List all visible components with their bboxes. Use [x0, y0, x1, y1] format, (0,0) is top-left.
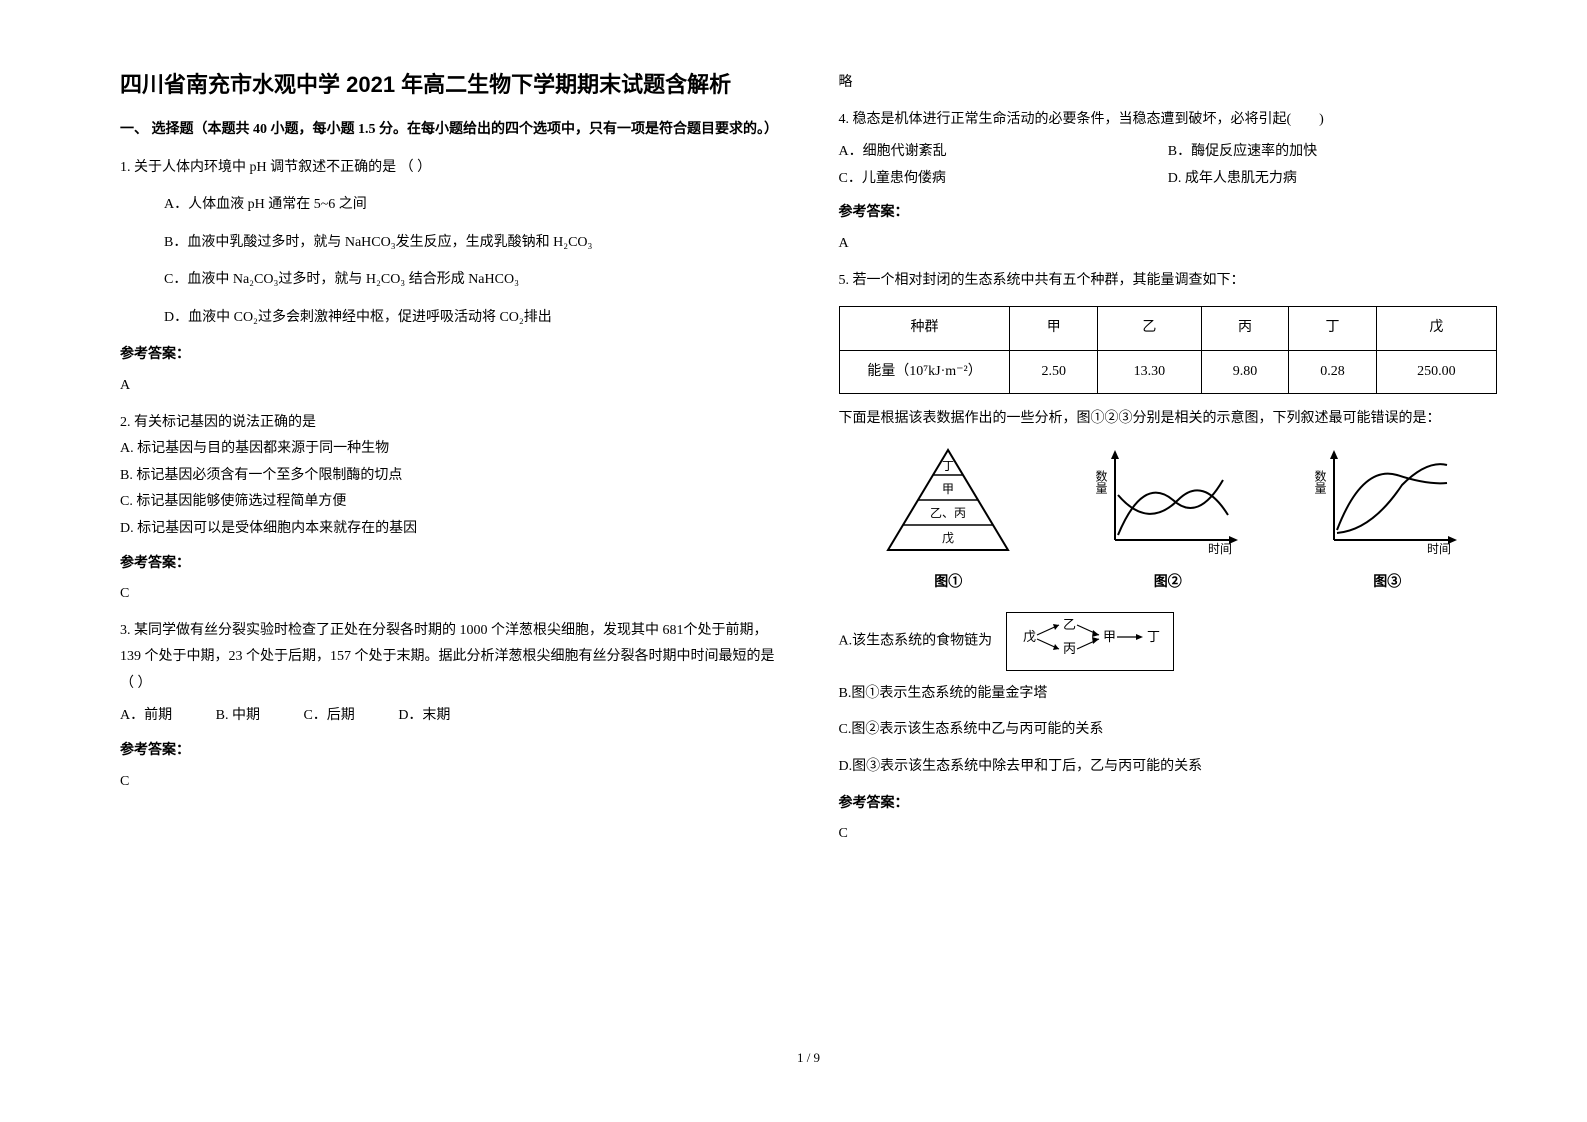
table-header-row: 种群 甲 乙 丙 丁 戊: [839, 307, 1497, 351]
q5-opt-b: B.图①表示生态系统的能量金字塔: [839, 681, 1498, 708]
q1-opt-b: B．血液中乳酸过多时，就与 NaHCO₃发生反应，生成乳酸钠和 H₂CO₃: [120, 226, 779, 260]
q4-opt-d: D. 成年人患肌无力病: [1168, 166, 1497, 193]
fig3-label: 图③: [1312, 570, 1462, 597]
svg-text:乙: 乙: [1063, 617, 1076, 632]
figure-1: 丁 甲 乙、丙 戊 图①: [873, 445, 1023, 596]
td-v3: 0.28: [1289, 350, 1377, 394]
q4-answer-label: 参考答案：: [839, 200, 1498, 227]
q5-post-text: 下面是根据该表数据作出的一些分析，图①②③分别是相关的示意图，下列叙述最可能错误…: [839, 406, 1498, 433]
question-4: 4. 稳态是机体进行正常生命活动的必要条件，当稳态遭到破坏，必将引起( ) A．…: [839, 107, 1498, 258]
pyramid-diagram: 丁 甲 乙、丙 戊: [873, 445, 1023, 555]
q3-note: 略: [839, 70, 1498, 97]
td-v0: 2.50: [1010, 350, 1098, 394]
pyr-l1: 丁: [942, 459, 954, 473]
q4-opt-b: B．酶促反应速率的加快: [1168, 139, 1497, 166]
q1-answer: A: [120, 373, 779, 400]
q2-opt-a: A. 标记基因与目的基因都来源于同一种生物: [120, 436, 779, 463]
fig1-label: 图①: [873, 570, 1023, 597]
pyr-l3: 乙、丙: [930, 506, 966, 520]
q3-opt-b: B. 中期: [216, 708, 260, 723]
page-number: 1 / 9: [120, 1050, 1497, 1066]
doc-title: 四川省南充市水观中学 2021 年高二生物下学期期末试题含解析: [120, 70, 779, 101]
q3-opt-a: A．前期: [120, 708, 172, 723]
q2-answer-label: 参考答案：: [120, 551, 779, 578]
q4-opt-a: A．细胞代谢紊乱: [839, 139, 1168, 166]
q2-opt-c: C. 标记基因能够使筛选过程简单方便: [120, 489, 779, 516]
svg-text:丁: 丁: [1147, 629, 1160, 644]
th-bing: 丙: [1201, 307, 1289, 351]
section-header: 一、 选择题（本题共 40 小题，每小题 1.5 分。在每小题给出的四个选项中，…: [120, 117, 779, 144]
left-column: 四川省南充市水观中学 2021 年高二生物下学期期末试题含解析 一、 选择题（本…: [120, 70, 779, 1040]
q4-answer: A: [839, 231, 1498, 258]
q5-opt-c: C.图②表示该生态系统中乙与丙可能的关系: [839, 717, 1498, 744]
q3-stem: 3. 某同学做有丝分裂实验时检查了正处在分裂各时期的 1000 个洋葱根尖细胞，…: [120, 618, 779, 698]
td-v4: 250.00: [1376, 350, 1496, 394]
svg-text:甲: 甲: [1103, 629, 1116, 644]
table-data-row: 能量（10⁷kJ·m⁻²） 2.50 13.30 9.80 0.28 250.0…: [839, 350, 1497, 394]
q3-answer: C: [120, 769, 779, 796]
right-column: 略 4. 稳态是机体进行正常生命活动的必要条件，当稳态遭到破坏，必将引起( ) …: [839, 70, 1498, 1040]
q5-figures: 丁 甲 乙、丙 戊 图① 数量: [839, 445, 1498, 596]
q2-answer: C: [120, 581, 779, 608]
fig2-y: 数量: [1094, 468, 1108, 493]
svg-text:丙: 丙: [1063, 641, 1076, 655]
q3-opt-c: C．后期: [303, 708, 354, 723]
q5-opt-d: D.图③表示该生态系统中除去甲和丁后，乙与丙可能的关系: [839, 754, 1498, 781]
th-jia: 甲: [1010, 307, 1098, 351]
pyr-l4: 戊: [942, 531, 954, 545]
td-v2: 9.80: [1201, 350, 1289, 394]
fig3-chart: 数量 时间: [1312, 445, 1462, 555]
q1-answer-label: 参考答案：: [120, 342, 779, 369]
q1-opt-a: A．人体血液 pH 通常在 5~6 之间: [120, 188, 779, 222]
q5-opt-a: A.该生态系统的食物链为: [839, 634, 993, 649]
q1-opt-c: C．血液中 Na₂CO₃过多时，就与 H₂CO₃ 结合形成 NaHCO₃: [120, 263, 779, 297]
question-2: 2. 有关标记基因的说法正确的是 A. 标记基因与目的基因都来源于同一种生物 B…: [120, 410, 779, 608]
figure-3: 数量 时间 图③: [1312, 445, 1462, 596]
q2-opt-d: D. 标记基因可以是受体细胞内本来就存在的基因: [120, 516, 779, 543]
fig2-label: 图②: [1093, 570, 1243, 597]
q5-energy-table: 种群 甲 乙 丙 丁 戊 能量（10⁷kJ·m⁻²） 2.50 13.30 9.…: [839, 306, 1498, 394]
q4-opt-c: C．儿童患佝偻病: [839, 166, 1168, 193]
fig3-x: 时间: [1427, 542, 1451, 555]
q1-opt-d: D．血液中 CO₂过多会刺激神经中枢，促进呼吸活动将 CO₂排出: [120, 301, 779, 335]
q4-options-row2: C．儿童患佝偻病 D. 成年人患肌无力病: [839, 166, 1498, 193]
q1-stem: 1. 关于人体内环境中 pH 调节叙述不正确的是 （ ）: [120, 155, 779, 182]
q3-answer-label: 参考答案：: [120, 738, 779, 765]
td-v1: 13.30: [1097, 350, 1201, 394]
pyr-l2: 甲: [942, 482, 954, 496]
q2-stem: 2. 有关标记基因的说法正确的是: [120, 410, 779, 437]
question-3: 3. 某同学做有丝分裂实验时检查了正处在分裂各时期的 1000 个洋葱根尖细胞，…: [120, 618, 779, 796]
th-ding: 丁: [1289, 307, 1377, 351]
question-5: 5. 若一个相对封闭的生态系统中共有五个种群，其能量调查如下： 种群 甲 乙 丙…: [839, 268, 1498, 848]
q3-options: A．前期 B. 中期 C．后期 D．末期: [120, 703, 779, 730]
fig3-y: 数量: [1313, 468, 1327, 493]
fig2-chart: 数量 时间: [1093, 445, 1243, 555]
food-chain-diagram: 戊 乙 丙 甲 丁: [1006, 612, 1174, 671]
q5-stem: 5. 若一个相对封闭的生态系统中共有五个种群，其能量调查如下：: [839, 268, 1498, 295]
q5-opt-a-row: A.该生态系统的食物链为 戊 乙 丙 甲 丁: [839, 612, 1498, 671]
th-wu: 戊: [1376, 307, 1496, 351]
q5-answer-label: 参考答案：: [839, 791, 1498, 818]
q5-answer: C: [839, 821, 1498, 848]
q4-stem: 4. 稳态是机体进行正常生命活动的必要条件，当稳态遭到破坏，必将引起( ): [839, 107, 1498, 134]
q4-options-row1: A．细胞代谢紊乱 B．酶促反应速率的加快: [839, 139, 1498, 166]
figure-2: 数量 时间 图②: [1093, 445, 1243, 596]
svg-text:戊: 戊: [1023, 629, 1036, 644]
th-yi: 乙: [1097, 307, 1201, 351]
q2-opt-b: B. 标记基因必须含有一个至多个限制酶的切点: [120, 463, 779, 490]
q3-opt-d: D．末期: [398, 708, 450, 723]
td-label: 能量（10⁷kJ·m⁻²）: [839, 350, 1010, 394]
th-species: 种群: [839, 307, 1010, 351]
page: 四川省南充市水观中学 2021 年高二生物下学期期末试题含解析 一、 选择题（本…: [120, 70, 1497, 1040]
question-1: 1. 关于人体内环境中 pH 调节叙述不正确的是 （ ） A．人体血液 pH 通…: [120, 155, 779, 399]
fig2-x: 时间: [1208, 542, 1232, 555]
